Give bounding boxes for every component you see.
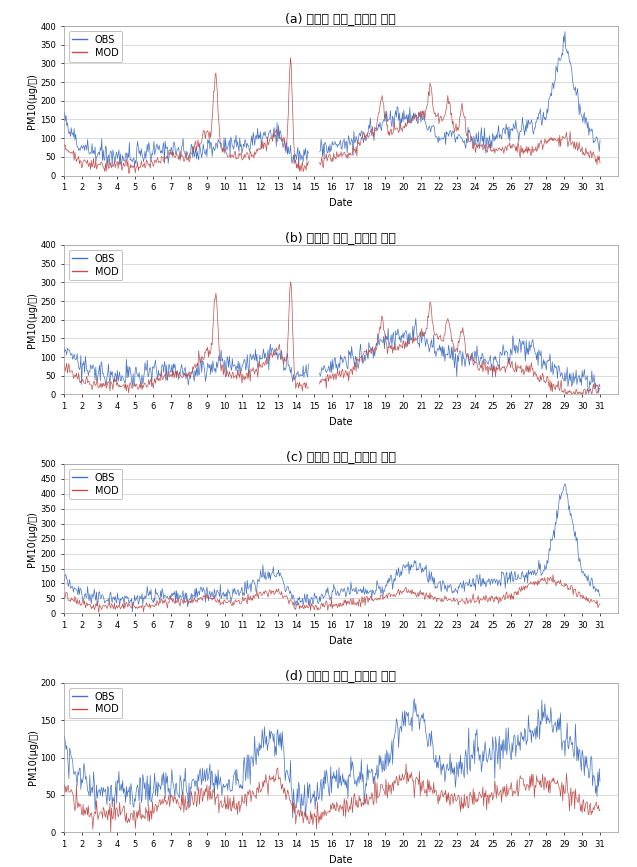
MOD xyxy=(120,158,127,168)
Line: OBS: OBS xyxy=(46,484,600,612)
MOD xyxy=(596,805,604,815)
OBS xyxy=(120,154,127,165)
OBS xyxy=(44,779,52,790)
MOD xyxy=(454,122,461,133)
OBS xyxy=(299,361,307,371)
MOD xyxy=(120,598,128,609)
Title: (b) 만석동 지점_황사시 제외: (b) 만석동 지점_황사시 제외 xyxy=(285,231,396,244)
MOD xyxy=(278,134,286,144)
OBS xyxy=(596,135,604,146)
MOD xyxy=(95,607,103,617)
MOD xyxy=(596,599,604,610)
MOD xyxy=(454,595,461,605)
MOD xyxy=(441,789,448,799)
Line: OBS: OBS xyxy=(46,699,600,818)
MOD xyxy=(454,347,461,357)
Legend: OBS, MOD: OBS, MOD xyxy=(69,31,122,62)
Legend: OBS, MOD: OBS, MOD xyxy=(69,688,122,719)
MOD xyxy=(42,781,50,792)
Legend: OBS, MOD: OBS, MOD xyxy=(69,469,122,499)
OBS xyxy=(440,342,448,353)
MOD xyxy=(278,353,286,363)
OBS xyxy=(120,594,127,604)
MOD xyxy=(299,166,307,177)
OBS xyxy=(120,788,127,799)
Y-axis label: PM10(μg/㎡): PM10(μg/㎡) xyxy=(27,73,38,128)
X-axis label: Date: Date xyxy=(329,636,352,646)
OBS xyxy=(42,588,50,598)
OBS xyxy=(596,383,604,394)
MOD xyxy=(549,570,557,580)
OBS xyxy=(129,607,136,617)
MOD xyxy=(440,329,448,340)
OBS xyxy=(279,576,287,586)
OBS xyxy=(410,694,418,704)
MOD xyxy=(44,776,52,786)
OBS xyxy=(289,812,297,823)
OBS xyxy=(278,136,286,147)
Line: MOD: MOD xyxy=(46,282,600,394)
OBS xyxy=(300,792,308,802)
Y-axis label: PM10(μg/㎡): PM10(μg/㎡) xyxy=(27,511,38,566)
Title: (a) 만석동 지점_황사시 포함: (a) 만석동 지점_황사시 포함 xyxy=(285,12,396,25)
MOD xyxy=(120,801,128,812)
Title: (d) 연회동 지점_황사시 제외: (d) 연회동 지점_황사시 제외 xyxy=(285,668,396,681)
OBS xyxy=(561,479,569,489)
MOD xyxy=(279,593,287,603)
MOD xyxy=(42,369,50,380)
OBS xyxy=(299,157,307,167)
OBS xyxy=(596,591,604,602)
Y-axis label: PM10(μg/㎡): PM10(μg/㎡) xyxy=(27,292,38,348)
Line: MOD: MOD xyxy=(46,575,600,612)
OBS xyxy=(300,596,308,606)
OBS xyxy=(44,143,52,153)
X-axis label: Date: Date xyxy=(329,417,352,427)
Line: MOD: MOD xyxy=(46,764,600,832)
OBS xyxy=(42,366,50,376)
OBS xyxy=(42,143,50,153)
MOD xyxy=(107,827,115,838)
MOD xyxy=(299,379,307,389)
MOD xyxy=(120,381,127,391)
X-axis label: Date: Date xyxy=(329,855,352,864)
MOD xyxy=(279,783,287,793)
OBS xyxy=(454,350,461,361)
Y-axis label: PM10(μg/㎡): PM10(μg/㎡) xyxy=(27,730,38,786)
MOD xyxy=(44,364,52,375)
OBS xyxy=(42,789,50,799)
Line: OBS: OBS xyxy=(46,318,600,394)
OBS xyxy=(44,371,52,381)
MOD xyxy=(42,591,50,602)
OBS xyxy=(120,374,127,384)
OBS xyxy=(44,590,52,600)
Line: MOD: MOD xyxy=(46,58,600,173)
OBS xyxy=(278,352,286,362)
MOD xyxy=(42,142,50,153)
X-axis label: Date: Date xyxy=(329,198,352,208)
OBS xyxy=(440,132,448,142)
OBS xyxy=(454,772,462,782)
Title: (c) 연회동 지점_황사시 포함: (c) 연회동 지점_황사시 포함 xyxy=(286,450,396,463)
OBS xyxy=(441,777,448,787)
Legend: OBS, MOD: OBS, MOD xyxy=(69,250,122,281)
Line: OBS: OBS xyxy=(46,32,600,167)
MOD xyxy=(596,381,604,392)
MOD xyxy=(454,790,462,800)
OBS xyxy=(596,776,604,786)
MOD xyxy=(402,759,410,769)
MOD xyxy=(440,594,448,604)
MOD xyxy=(44,155,52,166)
MOD xyxy=(300,813,308,824)
OBS xyxy=(440,579,448,590)
MOD xyxy=(596,158,604,168)
MOD xyxy=(44,591,52,602)
OBS xyxy=(278,727,286,737)
OBS xyxy=(454,134,461,144)
MOD xyxy=(300,603,308,614)
MOD xyxy=(440,111,448,121)
OBS xyxy=(454,588,461,598)
